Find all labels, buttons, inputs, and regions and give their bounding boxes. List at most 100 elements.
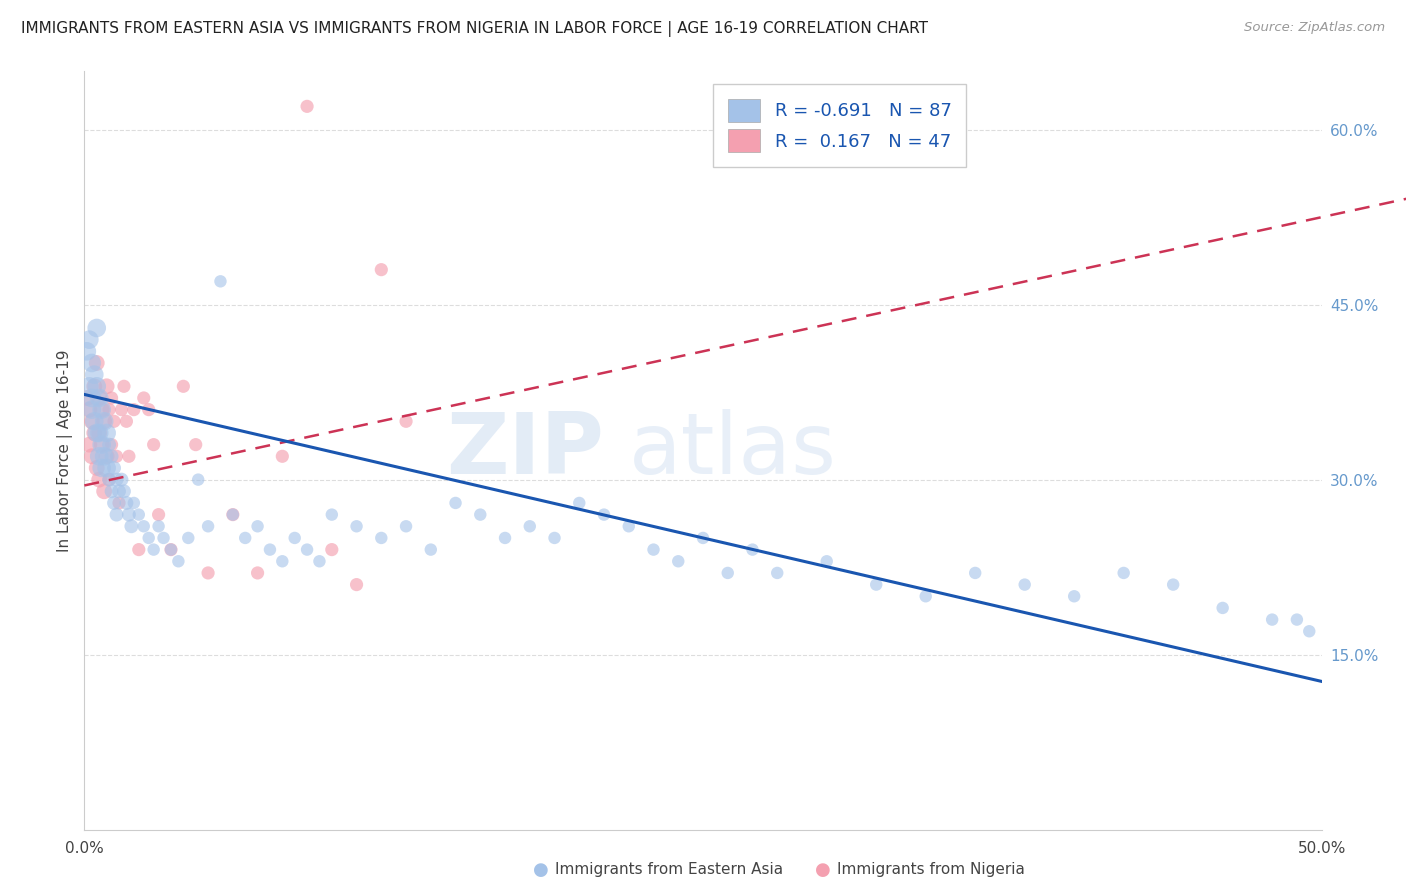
Point <box>118 508 141 522</box>
Point <box>197 519 219 533</box>
Point <box>128 542 150 557</box>
Text: atlas: atlas <box>628 409 837 492</box>
Text: ●: ● <box>814 861 831 879</box>
Text: ZIP: ZIP <box>446 409 605 492</box>
Legend: R = -0.691   N = 87, R =  0.167   N = 47: R = -0.691 N = 87, R = 0.167 N = 47 <box>713 84 966 167</box>
Point <box>284 531 307 545</box>
Point <box>98 402 121 417</box>
Point <box>89 425 111 440</box>
Point <box>160 542 183 557</box>
Point <box>233 531 256 545</box>
Point <box>93 484 115 499</box>
Point <box>865 577 887 591</box>
Point <box>1063 589 1085 603</box>
Point <box>103 461 125 475</box>
Point <box>80 356 103 370</box>
Point <box>86 321 108 335</box>
Point <box>1285 613 1308 627</box>
Point <box>115 414 138 428</box>
Point <box>100 391 122 405</box>
Point <box>167 554 190 568</box>
Point <box>741 542 763 557</box>
Point <box>89 391 111 405</box>
Point <box>692 531 714 545</box>
Point <box>295 542 318 557</box>
Point <box>79 402 101 417</box>
Text: Immigrants from Eastern Asia: Immigrants from Eastern Asia <box>555 863 783 877</box>
Point <box>444 496 467 510</box>
Point <box>1212 601 1234 615</box>
Point <box>83 425 105 440</box>
Point <box>108 484 131 499</box>
Point <box>122 496 145 510</box>
Point <box>259 542 281 557</box>
Point <box>321 542 343 557</box>
Point <box>138 402 160 417</box>
Point <box>80 414 103 428</box>
Point <box>128 508 150 522</box>
Point <box>90 461 112 475</box>
Point <box>593 508 616 522</box>
Point <box>965 566 987 580</box>
Point <box>79 333 101 347</box>
Point <box>142 542 165 557</box>
Point <box>100 437 122 451</box>
Point <box>184 437 207 451</box>
Point <box>122 402 145 417</box>
Point <box>1112 566 1135 580</box>
Point <box>112 379 135 393</box>
Point <box>222 508 245 522</box>
Point <box>98 437 121 451</box>
Point <box>172 379 194 393</box>
Point <box>103 414 125 428</box>
Point <box>568 496 591 510</box>
Point <box>90 437 112 451</box>
Point <box>148 508 170 522</box>
Point <box>470 508 492 522</box>
Point <box>132 519 155 533</box>
Point <box>120 519 142 533</box>
Point <box>519 519 541 533</box>
Point <box>395 414 418 428</box>
Text: Source: ZipAtlas.com: Source: ZipAtlas.com <box>1244 21 1385 34</box>
Point <box>76 391 98 405</box>
Point <box>370 262 392 277</box>
Point <box>419 542 441 557</box>
Point <box>86 425 108 440</box>
Point <box>103 496 125 510</box>
Point <box>815 554 838 568</box>
Point <box>80 450 103 464</box>
Point <box>80 391 103 405</box>
Point <box>118 450 141 464</box>
Point <box>98 473 121 487</box>
Point <box>494 531 516 545</box>
Text: IMMIGRANTS FROM EASTERN ASIA VS IMMIGRANTS FROM NIGERIA IN LABOR FORCE | AGE 16-: IMMIGRANTS FROM EASTERN ASIA VS IMMIGRAN… <box>21 21 928 37</box>
Point <box>100 450 122 464</box>
Point <box>89 473 111 487</box>
Point <box>370 531 392 545</box>
Point <box>321 508 343 522</box>
Point <box>79 379 101 393</box>
Point <box>89 391 111 405</box>
Point <box>160 542 183 557</box>
Point <box>142 437 165 451</box>
Point <box>222 508 245 522</box>
Point <box>90 402 112 417</box>
Point <box>96 450 118 464</box>
Point <box>86 379 108 393</box>
Point <box>110 402 132 417</box>
Point <box>246 519 269 533</box>
Point <box>80 402 103 417</box>
Point <box>617 519 640 533</box>
Point <box>105 508 128 522</box>
Point <box>108 496 131 510</box>
Point <box>83 379 105 393</box>
Point <box>86 356 108 370</box>
Point <box>86 461 108 475</box>
Point <box>295 99 318 113</box>
Point <box>187 473 209 487</box>
Point <box>93 414 115 428</box>
Point <box>83 414 105 428</box>
Point <box>914 589 936 603</box>
Point <box>717 566 740 580</box>
